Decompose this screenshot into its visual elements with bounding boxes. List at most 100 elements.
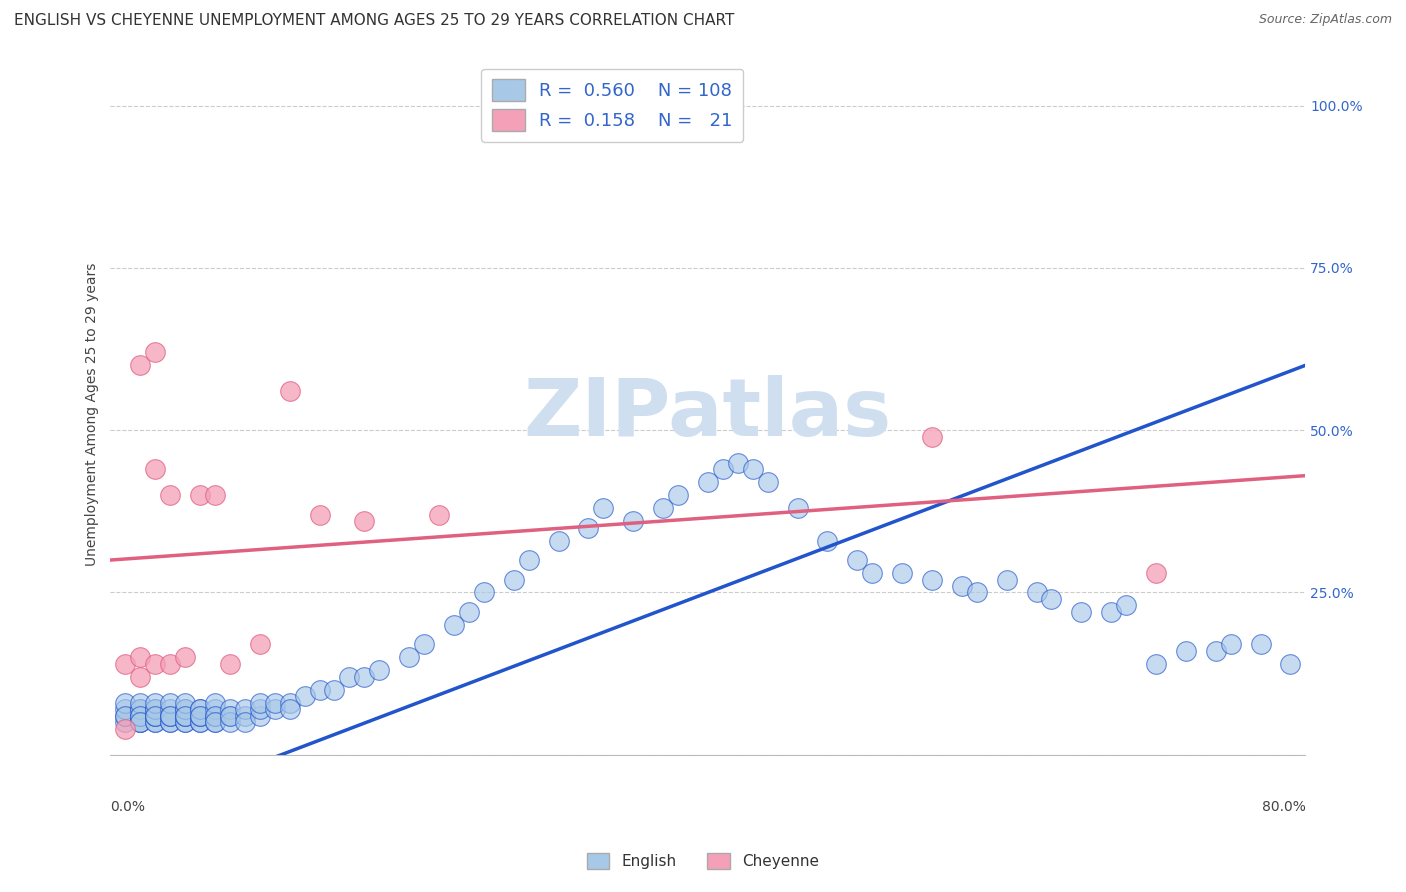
Point [339, 670, 361, 684]
Point [129, 715, 152, 730]
Point [592, 501, 614, 516]
Point [174, 702, 197, 716]
Point [263, 702, 285, 716]
Point [159, 715, 181, 730]
Point [353, 670, 375, 684]
Point [129, 670, 152, 684]
Text: 80.0%: 80.0% [1261, 800, 1305, 814]
Point [174, 708, 197, 723]
Point [159, 708, 181, 723]
Text: 0.0%: 0.0% [111, 800, 145, 814]
Point [129, 650, 152, 665]
Point [443, 618, 465, 632]
Point [786, 501, 808, 516]
Point [278, 384, 301, 399]
Point [1205, 644, 1227, 658]
Point [143, 657, 166, 671]
Point [921, 430, 943, 444]
Point [860, 566, 883, 580]
Point [353, 514, 375, 528]
Point [1219, 637, 1241, 651]
Point [188, 708, 211, 723]
Point [323, 682, 346, 697]
Point [143, 708, 166, 723]
Point [143, 708, 166, 723]
Point [219, 657, 242, 671]
Point [1279, 657, 1302, 671]
Point [249, 696, 271, 710]
Point [114, 702, 136, 716]
Point [711, 462, 734, 476]
Point [427, 508, 450, 522]
Point [143, 708, 166, 723]
Point [1070, 605, 1092, 619]
Point [114, 708, 136, 723]
Point [129, 708, 152, 723]
Point [995, 573, 1018, 587]
Point [159, 708, 181, 723]
Point [129, 715, 152, 730]
Y-axis label: Unemployment Among Ages 25 to 29 years: Unemployment Among Ages 25 to 29 years [86, 262, 100, 566]
Point [621, 514, 644, 528]
Point [1174, 644, 1197, 658]
Text: ZIPatlas: ZIPatlas [524, 375, 891, 453]
Point [741, 462, 763, 476]
Text: Source: ZipAtlas.com: Source: ZipAtlas.com [1258, 13, 1392, 27]
Point [159, 657, 181, 671]
Point [129, 696, 152, 710]
Point [1144, 657, 1167, 671]
Point [204, 708, 226, 723]
Point [174, 708, 197, 723]
Point [1115, 599, 1137, 613]
Point [159, 708, 181, 723]
Point [233, 702, 256, 716]
Point [159, 715, 181, 730]
Point [188, 708, 211, 723]
Point [174, 708, 197, 723]
Legend: R =  0.560    N = 108, R =  0.158    N =   21: R = 0.560 N = 108, R = 0.158 N = 21 [481, 69, 744, 142]
Point [233, 715, 256, 730]
Point [204, 696, 226, 710]
Point [1025, 585, 1047, 599]
Point [1040, 592, 1063, 607]
Point [249, 708, 271, 723]
Point [114, 708, 136, 723]
Point [308, 682, 330, 697]
Point [159, 488, 181, 502]
Point [174, 715, 197, 730]
Point [1144, 566, 1167, 580]
Point [174, 715, 197, 730]
Point [233, 708, 256, 723]
Point [129, 359, 152, 373]
Point [204, 488, 226, 502]
Point [143, 696, 166, 710]
Point [114, 696, 136, 710]
Point [204, 708, 226, 723]
Point [696, 475, 718, 490]
Point [219, 702, 242, 716]
Point [756, 475, 779, 490]
Point [174, 702, 197, 716]
Point [188, 708, 211, 723]
Point [159, 696, 181, 710]
Point [174, 650, 197, 665]
Point [114, 715, 136, 730]
Point [143, 462, 166, 476]
Point [129, 708, 152, 723]
Point [129, 715, 152, 730]
Point [921, 573, 943, 587]
Point [368, 664, 391, 678]
Point [204, 702, 226, 716]
Point [129, 702, 152, 716]
Point [413, 637, 436, 651]
Point [846, 553, 869, 567]
Point [188, 702, 211, 716]
Point [204, 715, 226, 730]
Point [249, 702, 271, 716]
Point [174, 696, 197, 710]
Point [966, 585, 988, 599]
Point [727, 456, 749, 470]
Point [652, 501, 675, 516]
Point [458, 605, 481, 619]
Point [188, 715, 211, 730]
